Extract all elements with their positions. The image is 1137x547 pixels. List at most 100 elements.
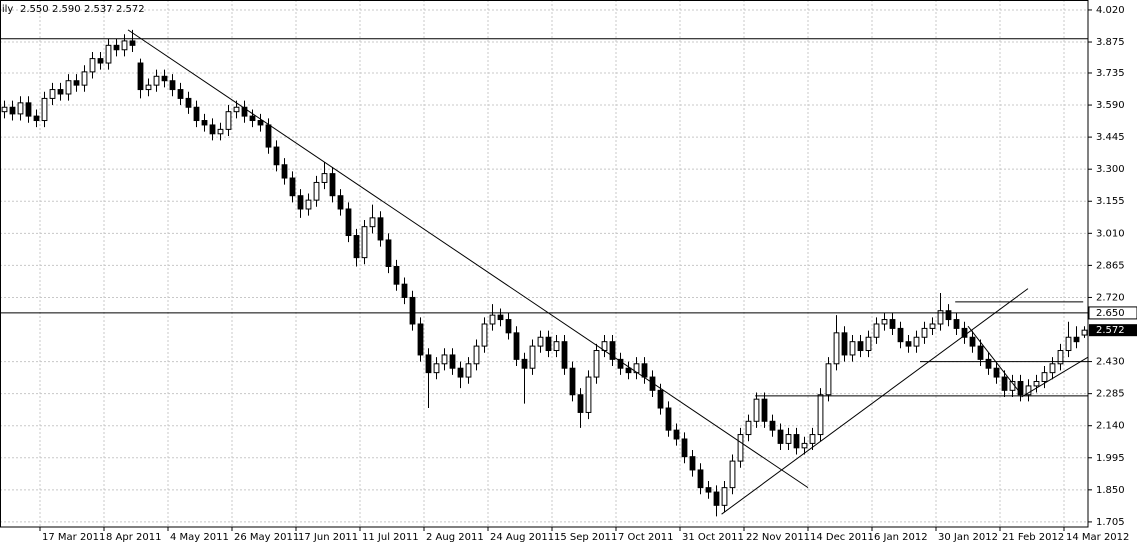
candle-body [713,491,720,506]
candle-body [169,80,176,91]
candle-body [161,75,168,82]
x-tick-label: 17 Mar 2011 [42,532,105,543]
candle-body [569,367,576,396]
y-tick-label: 2.720 [1096,292,1125,303]
candle-body [417,323,424,356]
candle-body [129,40,136,46]
header-value: 2.572 [116,4,145,15]
candle-body [241,106,248,117]
y-tick-label: 2.285 [1096,389,1125,400]
y-tick-label: 2.140 [1096,421,1125,432]
y-tick-label: 1.995 [1096,453,1125,464]
candle-body [345,208,352,237]
candle-body [1057,350,1064,365]
candle-body [593,350,600,378]
candle-body [673,429,680,440]
y-tick-label: 3.445 [1096,132,1125,143]
x-tick-label: 24 Aug 2011 [490,532,554,543]
candle-body [1049,363,1056,374]
y-tick-label: 3.735 [1096,68,1125,79]
candle-body [177,89,184,99]
trend-line [967,325,1022,396]
level-label-box [1088,306,1137,320]
candle-body [425,354,432,374]
chart-header: Daily [0,4,13,15]
candle-body [209,124,216,135]
candle-body [777,429,784,444]
grid [0,0,1088,527]
candle-body [377,217,384,241]
candle-body [529,345,536,369]
candle-body [257,120,264,126]
candle-body [25,102,32,117]
candle-body [505,319,512,334]
candle-body [361,226,368,259]
x-tick-label: 26 May 2011 [234,532,299,543]
y-tick-label: 2.865 [1096,260,1125,271]
candle-body [825,363,832,396]
candle-body [961,327,968,338]
x-tick-label: 4 May 2011 [170,532,229,543]
candle-body [905,341,912,347]
x-tick-label: 11 Jul 2011 [362,532,419,543]
candle-body [57,89,64,95]
header-value: 2.550 [20,4,49,15]
candle-body [993,367,1000,378]
candle-body [385,239,392,267]
x-tick-label: 2 Aug 2011 [426,532,484,543]
trend-line [127,29,809,489]
candle-body [313,181,320,201]
candle-body [465,363,472,378]
candle-body [9,106,16,115]
candle-body [897,327,904,343]
candle-body [609,341,616,360]
candle-body [769,420,776,431]
candle-body [73,80,80,86]
candle-body [337,195,344,210]
candle-body [289,177,296,197]
price-label: 2.572 [1096,325,1125,336]
candle-body [1017,380,1024,396]
candle-body [737,434,744,462]
candle-body [545,336,552,352]
header-value: 2.590 [52,4,81,15]
level-label: 2.650 [1096,308,1125,319]
candle-body [745,420,752,436]
candle-body [753,398,760,422]
candle-body [81,71,88,86]
candle-body [401,283,408,298]
candle-body [857,341,864,352]
candle-body [305,199,312,210]
candle-body [729,460,736,489]
candle-body [537,336,544,347]
candle-body [921,327,928,338]
candle-body [201,120,208,126]
candle-body [457,367,464,378]
candle-body [641,363,648,378]
candle-body [1,106,8,113]
trend-line [721,288,1029,515]
candle-body [945,310,952,321]
y-tick-label: 3.300 [1096,164,1125,175]
candle-body [665,407,672,431]
candle-body [369,217,376,228]
candle-body [809,434,816,444]
candle-body [681,438,688,458]
candle-body [689,456,696,471]
plot-area [0,29,1088,517]
y-tick-label: 3.875 [1096,37,1125,48]
x-tick-label: 6 Jan 2012 [874,532,928,543]
candle-body [561,341,568,369]
candle-body [801,442,808,449]
candle-body [193,106,200,122]
candle-body [785,434,792,444]
candle-body [881,319,888,325]
candle-body [657,389,664,409]
candle-body [97,58,104,64]
y-tick-label: 3.010 [1096,228,1125,239]
candle-body [841,332,848,356]
x-tick-label: 22 Nov 2011 [746,532,810,543]
candle-body [441,354,448,365]
candle-body [697,469,704,489]
x-tick-label: 15 Sep 2011 [554,532,617,543]
